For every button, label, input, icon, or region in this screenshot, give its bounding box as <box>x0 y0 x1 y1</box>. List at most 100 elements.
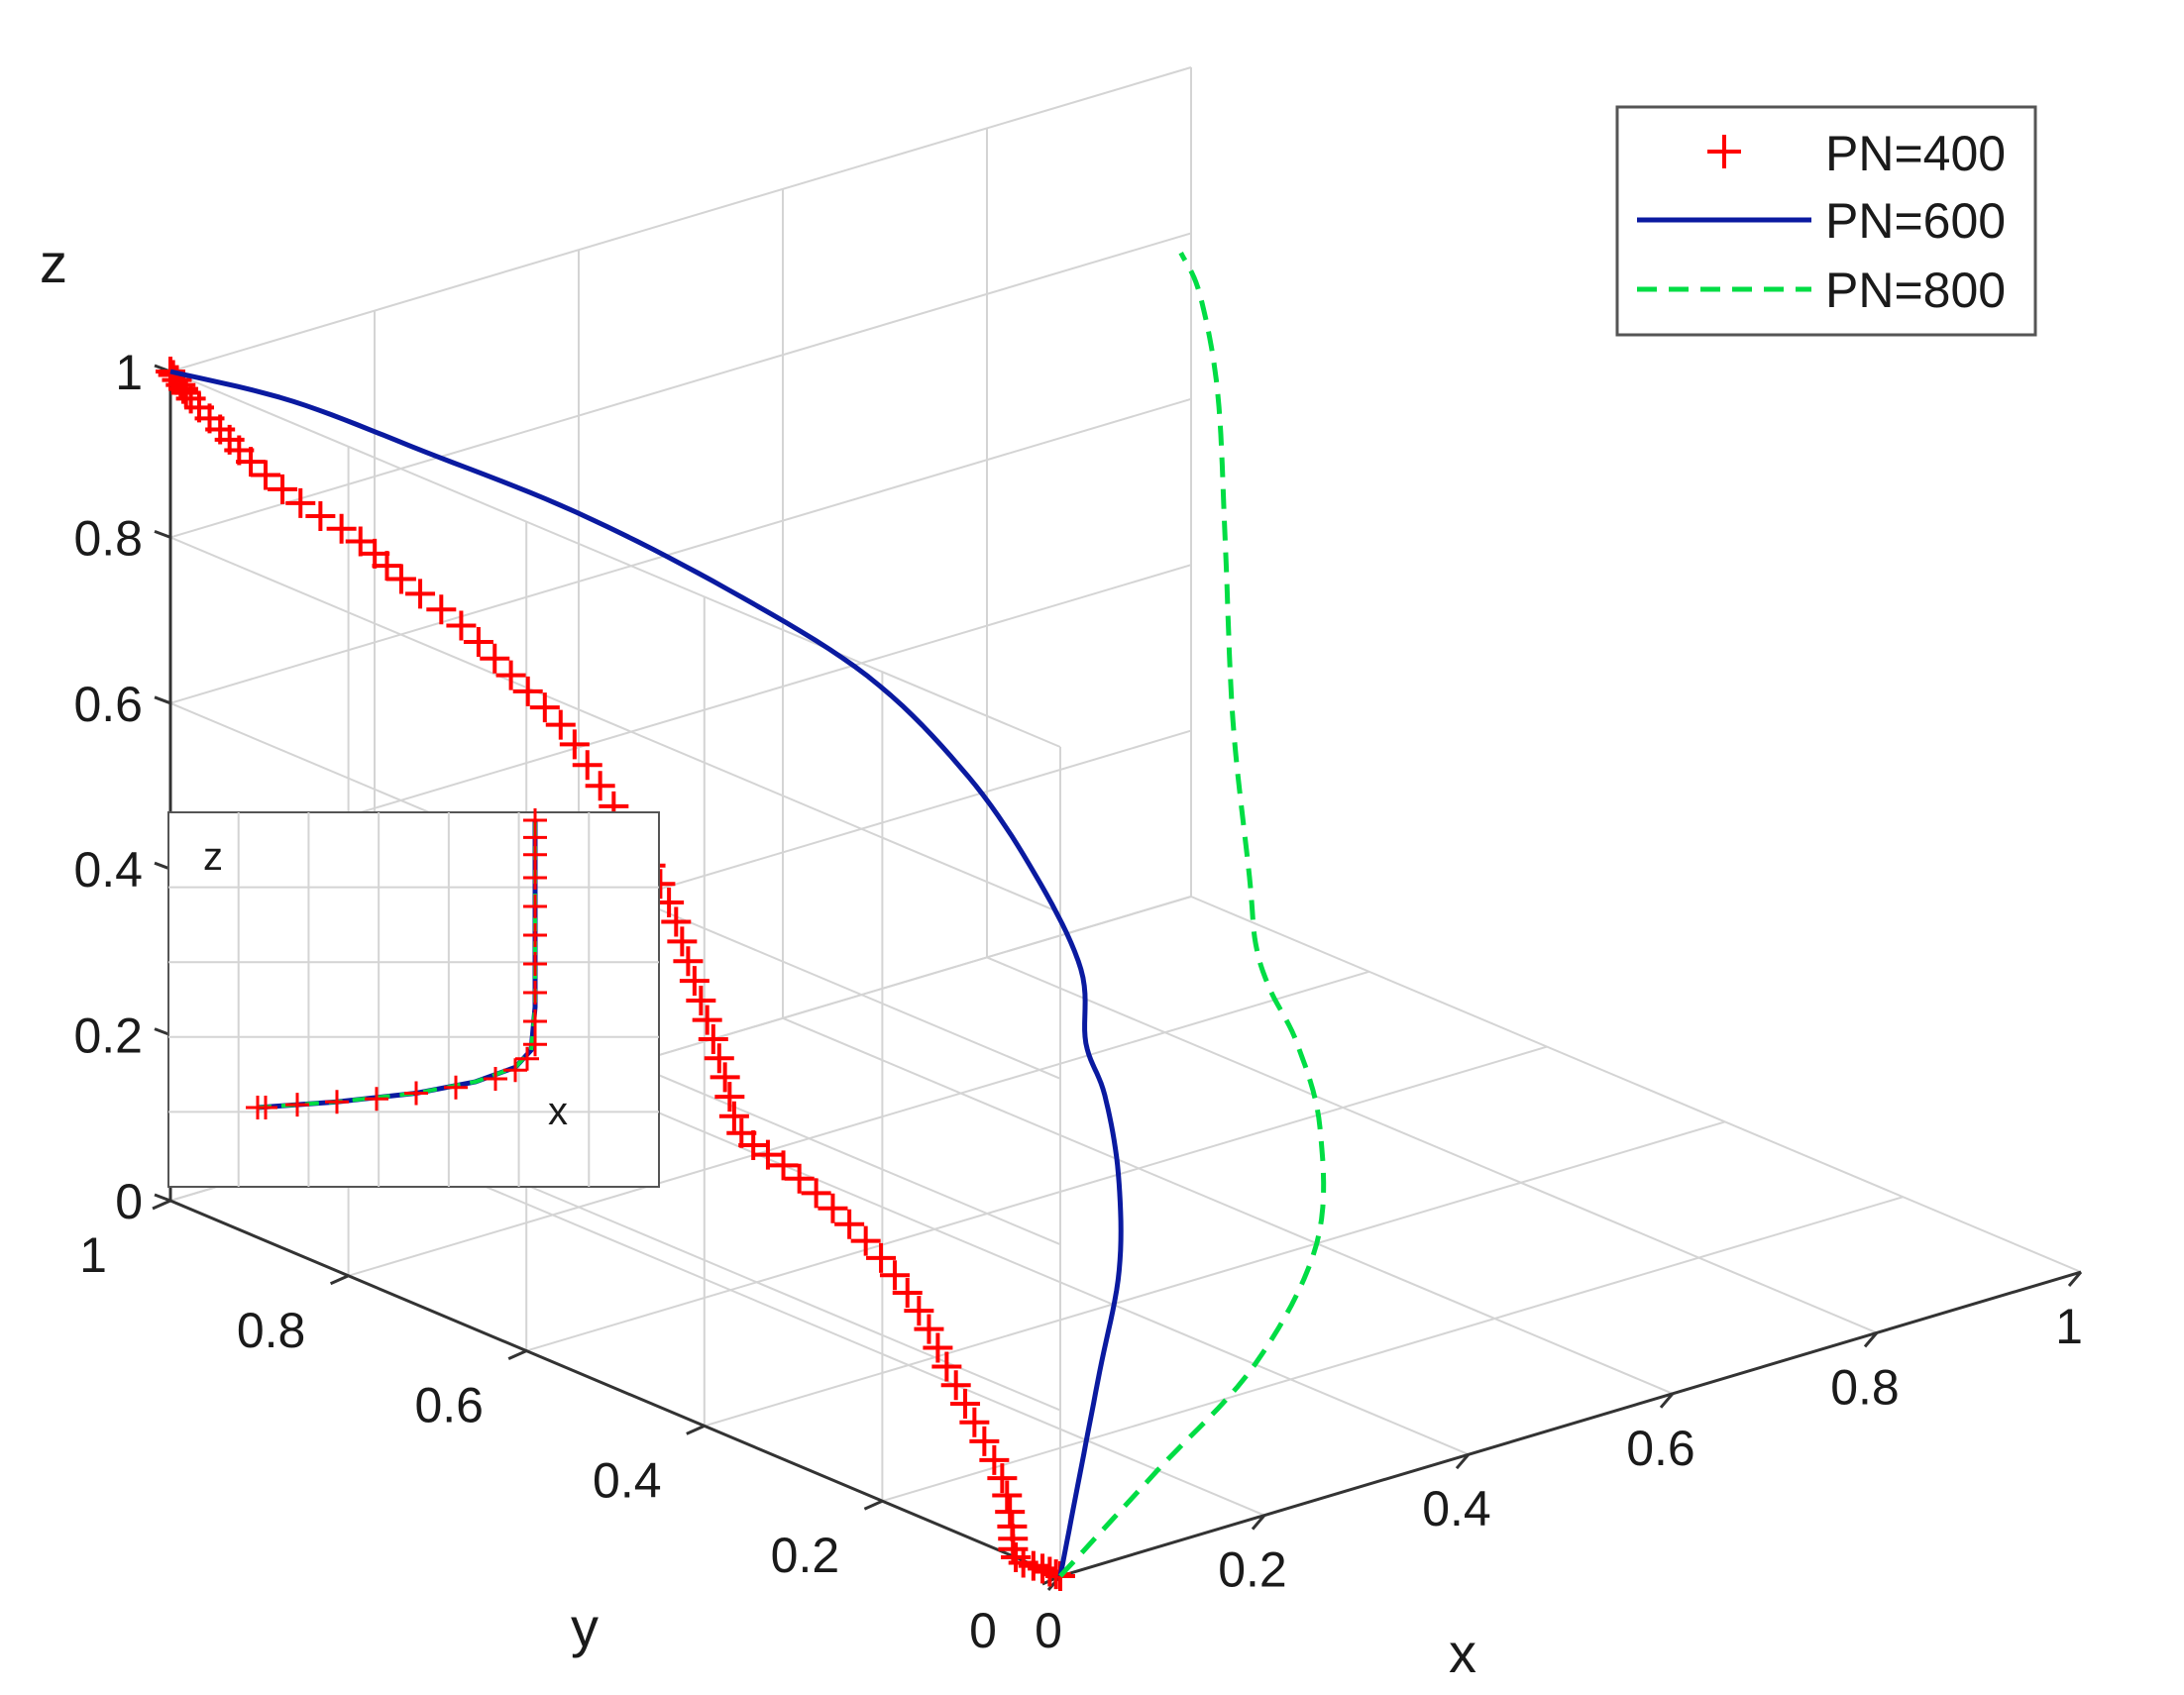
series-pn400-marker <box>686 985 716 1015</box>
series-pn400-marker <box>512 676 543 706</box>
series-pn400-marker <box>879 1260 910 1291</box>
series-pn400-marker <box>667 926 698 957</box>
series-pn400-marker <box>463 626 493 657</box>
grid-line-floor-x <box>1190 896 2082 1273</box>
series-pn400-marker <box>426 594 457 625</box>
series-pn400-marker <box>940 1370 971 1401</box>
inset-pn400-marker <box>523 952 547 976</box>
grid-line-wall-y1-z <box>169 397 1192 704</box>
inset-pn400-marker <box>254 1096 277 1119</box>
inset-x-label: x <box>548 1090 568 1133</box>
legend-label-pn400: PN=400 <box>1825 126 2006 181</box>
x-tick-label: 0.8 <box>1830 1359 1900 1415</box>
series-pn400-marker <box>698 1024 728 1055</box>
inset-pn400-marker <box>523 895 547 918</box>
inset-pn400-marker <box>484 1067 507 1091</box>
series-pn400-marker <box>914 1314 944 1344</box>
series-pn400-marker <box>661 906 692 937</box>
grid-line-floor-x <box>374 1138 1265 1517</box>
y-axis-line <box>169 1199 1061 1578</box>
z-tick-label: 0.8 <box>73 510 143 566</box>
series-pn400-marker <box>585 771 615 801</box>
inset-pn400-marker <box>325 1090 349 1114</box>
legend-item-pn600: PN=600 <box>1637 193 2006 249</box>
grid-line-floor-x <box>782 1016 1674 1395</box>
inset-pn400-marker <box>523 1032 547 1057</box>
inset-pn400-marker <box>523 923 547 947</box>
series-pn400-marker <box>495 660 526 690</box>
series-pn400-marker <box>559 729 590 760</box>
series-pn400-marker <box>801 1178 831 1209</box>
x-tick-label: 0.6 <box>1626 1421 1695 1476</box>
inset-series <box>246 808 547 1119</box>
series-pn400-marker <box>572 750 602 781</box>
series-pn400-marker <box>1040 1559 1071 1590</box>
z-tick-label: 0 <box>115 1174 143 1229</box>
z-axis-label: z <box>40 232 67 294</box>
series-pn400-marker <box>305 500 336 531</box>
y-tick-label: 0.4 <box>593 1452 662 1508</box>
series-pn400-marker <box>545 709 576 740</box>
series-pn600-line <box>169 369 1124 1577</box>
series-pn400-marker <box>710 1062 740 1093</box>
grid-line-wall-y1-z <box>169 66 1192 372</box>
series-pn400-marker <box>673 946 704 977</box>
grid-line-floor-x <box>986 956 1878 1334</box>
x-tick-label: 0.4 <box>1422 1481 1491 1536</box>
y-tick <box>686 1425 706 1435</box>
series-pn400-marker <box>718 1101 749 1131</box>
x-tick-label: 0 <box>1035 1603 1062 1658</box>
series-pn400-marker <box>360 538 390 569</box>
inset-pn400-marker <box>365 1087 388 1112</box>
inset-pn400-marker <box>523 808 547 832</box>
series-pn400-marker <box>904 1296 934 1326</box>
series-pn400-marker <box>285 487 316 518</box>
x-tick <box>1251 1514 1266 1531</box>
grid-line-floor-x <box>578 1078 1470 1456</box>
z-tick <box>154 695 171 705</box>
series-pn400-marker <box>446 610 477 641</box>
z-tick-label: 0.2 <box>73 1008 143 1064</box>
ticks-layer: 00.20.40.60.8100.20.40.60.8100.20.40.60.… <box>73 345 2082 1658</box>
series-pn400-marker <box>923 1332 953 1363</box>
inset-pn400-marker <box>523 1009 547 1033</box>
grid-line-floor-y <box>525 1045 1548 1352</box>
inset-pn400-marker <box>503 1058 527 1083</box>
series-pn400-marker <box>480 643 510 674</box>
y-tick <box>507 1349 527 1360</box>
legend-item-pn800: PN=800 <box>1637 263 2006 318</box>
y-tick-label: 1 <box>79 1227 107 1283</box>
y-tick <box>152 1199 171 1211</box>
series-pn400-marker <box>529 692 560 723</box>
grid-line-wall-x0-z <box>169 536 1061 914</box>
series-pn800-line <box>1058 252 1327 1578</box>
inset-pn400-marker <box>523 981 547 1005</box>
x-axis-line <box>1059 1270 2082 1578</box>
x-tick <box>1455 1453 1471 1470</box>
series-pn400-marker <box>784 1163 815 1194</box>
grid-line-wall-x0-z <box>169 371 1061 748</box>
series-pn400-marker <box>726 1117 757 1148</box>
series-pn400-marker <box>372 551 402 582</box>
x-tick <box>2067 1271 2083 1287</box>
grid-line-floor-y <box>704 1120 1726 1428</box>
y-tick <box>329 1274 350 1286</box>
z-tick-label: 0.4 <box>73 842 143 898</box>
series-pn400-marker <box>987 1463 1018 1494</box>
series-pn400-marker <box>997 1511 1028 1541</box>
z-tick <box>154 529 171 539</box>
y-tick-label: 0.2 <box>771 1528 840 1583</box>
inset-pn400-marker <box>515 1046 539 1071</box>
series-pn400-marker <box>692 1005 722 1035</box>
inset-grid <box>168 812 659 1187</box>
series-pn400-marker <box>959 1407 990 1437</box>
inset-pn400-marker <box>444 1075 468 1100</box>
legend-box <box>1615 105 2037 337</box>
series-pn400-marker <box>850 1225 881 1256</box>
grid-line-wall-y1-z <box>169 232 1192 539</box>
grid-line-floor-y <box>348 970 1369 1277</box>
series-pn400-marker <box>818 1193 848 1223</box>
inset-pn400-marker <box>285 1093 309 1117</box>
series-pn400-marker <box>950 1388 981 1419</box>
series-pn400-marker <box>992 1480 1023 1511</box>
